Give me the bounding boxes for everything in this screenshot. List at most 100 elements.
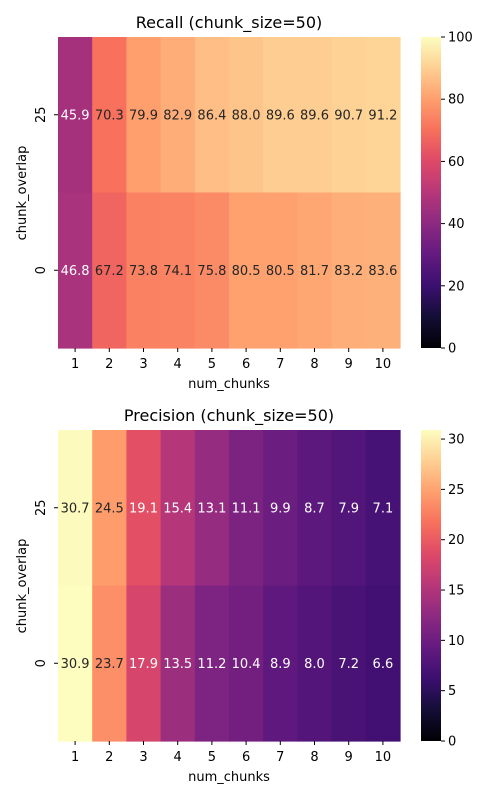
precision-cell (297, 585, 333, 742)
precision-cell-label: 8.7 (304, 501, 325, 516)
recall-cell-label: 83.2 (334, 264, 363, 279)
recall-colorbar (421, 37, 441, 348)
precision-x-ticks: 1 2 3 4 5 6 7 8 9 10 (71, 741, 391, 765)
recall-cell (297, 192, 333, 349)
precision-cell-label: 11.1 (232, 501, 261, 516)
precision-cell-label: 7.9 (338, 501, 359, 516)
recall-colorbar-tick-label: 60 (448, 155, 465, 170)
recall-title: Recall (chunk_size=50) (136, 13, 323, 33)
precision-x-tick-label: 10 (375, 750, 392, 765)
precision-cell-label: 7.2 (338, 657, 359, 672)
recall-x-tick-label: 3 (139, 357, 147, 372)
recall-cell (92, 192, 127, 349)
precision-cell-label: 19.1 (129, 501, 158, 516)
precision-cell (92, 430, 127, 587)
precision-x-axis-label: num_chunks (188, 770, 270, 785)
recall-cell-label: 45.9 (61, 108, 90, 123)
recall-cell (229, 192, 264, 349)
precision-cell (297, 430, 333, 587)
precision-cell-label: 11.2 (197, 657, 226, 672)
precision-cell-label: 10.4 (232, 657, 261, 672)
recall-x-tick-label: 8 (310, 357, 318, 372)
precision-x-tick-label: 4 (174, 750, 182, 765)
precision-cell-label: 8.9 (270, 657, 291, 672)
recall-cell-label: 90.7 (334, 108, 363, 123)
recall-cell (365, 192, 401, 349)
precision-cell (160, 430, 196, 587)
recall-x-tick-label: 1 (71, 357, 79, 372)
precision-cell (263, 585, 298, 742)
recall-cell-label: 80.5 (232, 264, 261, 279)
recall-cell-label: 74.1 (163, 264, 192, 279)
recall-cell-label: 79.9 (129, 108, 158, 123)
recall-cell-label: 91.2 (368, 108, 397, 123)
precision-cells: 30.7 24.5 19.1 15.4 13.1 11.1 9.9 8.7 7.9 7.1 30.9… (58, 430, 401, 742)
recall-x-ticks: 1 2 3 4 5 6 7 8 9 10 (71, 348, 391, 372)
recall-y-axis-label: chunk_overlap (15, 146, 30, 241)
precision-colorbar-tick-label: 10 (448, 634, 465, 649)
precision-y-tick-label: 0 (34, 659, 49, 667)
recall-cell (263, 37, 298, 194)
precision-x-tick-label: 8 (310, 750, 318, 765)
precision-x-tick-label: 3 (139, 750, 147, 765)
precision-colorbar-tick-label: 30 (448, 433, 465, 448)
precision-x-tick-label: 9 (345, 750, 353, 765)
recall-x-tick-label: 2 (105, 357, 113, 372)
precision-cell (365, 585, 401, 742)
recall-x-tick-label: 9 (345, 357, 353, 372)
precision-colorbar-tick-label: 15 (448, 584, 465, 599)
precision-cell (263, 430, 298, 587)
recall-x-tick-label: 7 (276, 357, 284, 372)
recall-heatmap-panel: Recall (chunk_size=50) 45.9 70.3 79.9 82.9 8… (15, 13, 473, 392)
recall-cell-label: 86.4 (197, 108, 226, 123)
recall-cell-label: 46.8 (61, 264, 90, 279)
recall-cell-label: 82.9 (163, 108, 192, 123)
precision-cell (365, 430, 401, 587)
precision-colorbar-tick-label: 25 (448, 483, 465, 498)
precision-cell (229, 585, 264, 742)
precision-cell-label: 8.0 (304, 657, 325, 672)
recall-x-tick-label: 10 (375, 357, 392, 372)
recall-cell-label: 88.0 (232, 108, 261, 123)
recall-x-axis-label: num_chunks (188, 377, 270, 392)
precision-x-tick-label: 2 (105, 750, 113, 765)
precision-colorbar-tick-label: 20 (448, 533, 465, 548)
recall-cell (126, 192, 162, 349)
precision-cell-label: 17.9 (129, 657, 158, 672)
precision-title: Precision (chunk_size=50) (124, 406, 334, 426)
recall-cell (194, 192, 230, 349)
precision-cell (58, 585, 93, 742)
precision-cell (58, 430, 93, 587)
precision-cell-label: 7.1 (373, 501, 394, 516)
precision-cell (229, 430, 264, 587)
recall-cell-label: 75.8 (197, 264, 226, 279)
recall-y-tick-label: 0 (34, 266, 49, 274)
recall-x-tick-label: 4 (174, 357, 182, 372)
precision-cell-label: 6.6 (373, 657, 394, 672)
recall-cells: 45.9 70.3 79.9 82.9 86.4 88.0 89.6 89.6 90.7 91.2… (58, 37, 401, 349)
precision-cell (331, 430, 367, 587)
precision-cell (126, 585, 162, 742)
precision-cell-label: 23.7 (95, 657, 124, 672)
recall-cell-label: 67.2 (95, 264, 124, 279)
recall-cell (297, 37, 333, 194)
recall-cell (365, 37, 401, 194)
recall-cell (331, 192, 367, 349)
precision-cell (194, 585, 230, 742)
precision-cell (92, 585, 127, 742)
recall-cell-label: 73.8 (129, 264, 158, 279)
recall-cell-label: 89.6 (266, 108, 295, 123)
recall-cell-label: 89.6 (300, 108, 329, 123)
precision-y-axis-label: chunk_overlap (15, 539, 30, 634)
recall-colorbar-tick-label: 40 (448, 217, 465, 232)
recall-cell (160, 192, 196, 349)
recall-cell (331, 37, 367, 194)
precision-cell-label: 30.7 (61, 501, 90, 516)
recall-x-tick-label: 5 (208, 357, 216, 372)
precision-heatmap-panel: Precision (chunk_size=50) 30.7 24.5 19.1 15… (15, 406, 465, 785)
recall-cell (229, 37, 264, 194)
recall-cell (58, 37, 93, 194)
recall-cell (194, 37, 230, 194)
precision-x-tick-label: 1 (71, 750, 79, 765)
recall-cell (126, 37, 162, 194)
